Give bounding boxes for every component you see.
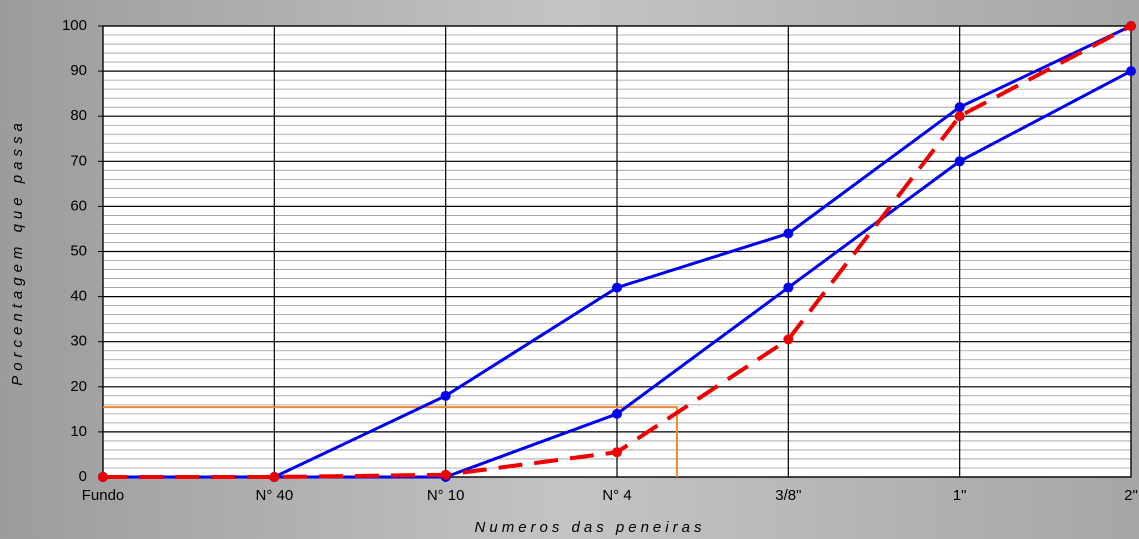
data-point xyxy=(1126,21,1136,31)
x-tick-label: 2" xyxy=(1124,487,1138,504)
data-point xyxy=(269,472,280,482)
data-point xyxy=(440,469,451,480)
data-point xyxy=(612,282,622,293)
data-point xyxy=(440,390,451,401)
x-axis-title: Numeros das peneiras xyxy=(475,519,706,536)
data-point xyxy=(954,111,965,122)
plot-border xyxy=(102,25,1132,478)
x-tick-label: N° 4 xyxy=(602,487,631,504)
y-tick-label: 50 xyxy=(70,242,87,259)
y-tick-label: 90 xyxy=(70,62,87,79)
data-point xyxy=(612,447,622,458)
y-axis-title: Porcentagem que passa xyxy=(9,118,26,386)
reference-line xyxy=(103,406,678,477)
x-tick-label: N° 40 xyxy=(255,487,293,504)
x-tick-label: 1" xyxy=(953,487,967,504)
x-tick-label: N° 10 xyxy=(427,487,465,504)
y-tick-label: 30 xyxy=(70,333,87,350)
data-point xyxy=(612,408,622,419)
data-point xyxy=(954,102,965,113)
y-tick-label: 60 xyxy=(70,197,87,214)
data-point xyxy=(98,472,108,482)
data-point xyxy=(783,282,794,293)
data-point xyxy=(783,228,794,239)
x-tick-label: Fundo xyxy=(82,487,125,504)
y-tick-label: 20 xyxy=(70,378,87,395)
data-point xyxy=(1126,66,1136,77)
data-point xyxy=(954,156,965,167)
y-tick-label: 80 xyxy=(70,107,87,124)
x-tick-label: 3/8" xyxy=(775,487,801,504)
y-tick-label: 10 xyxy=(70,423,87,440)
data-point xyxy=(783,334,794,345)
y-tick-label: 100 xyxy=(62,17,87,34)
y-tick-label: 40 xyxy=(70,288,87,305)
y-tick-label: 70 xyxy=(70,152,87,169)
y-tick-label: 0 xyxy=(79,468,87,485)
